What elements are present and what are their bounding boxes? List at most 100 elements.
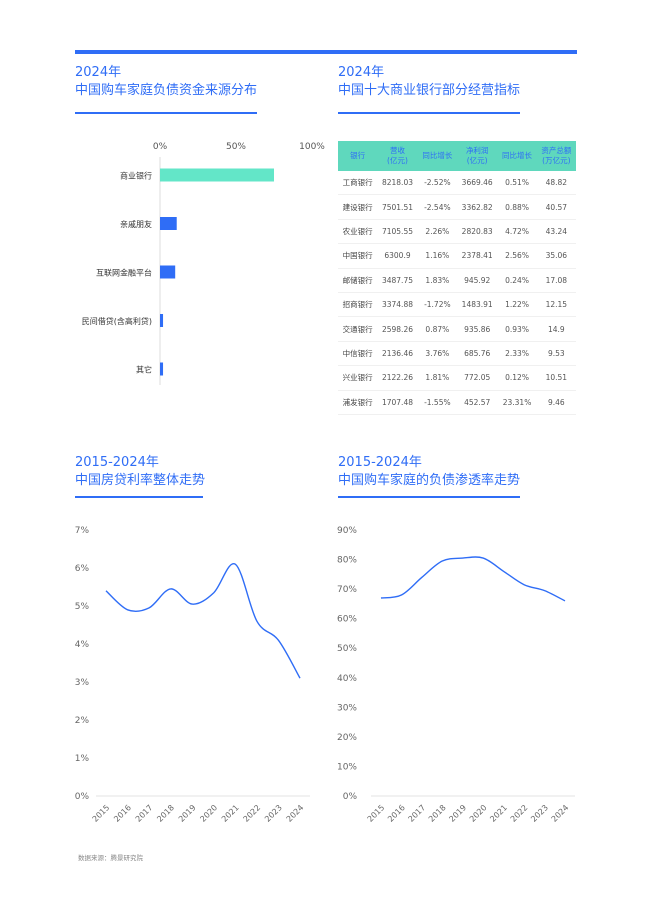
- x-tick-label: 2024: [550, 803, 571, 824]
- bar-x-tick-label: 0%: [153, 142, 168, 152]
- funding-title-underline: [75, 112, 257, 114]
- table-cell: 40.57: [536, 194, 576, 220]
- y-tick-label: 0%: [343, 792, 358, 802]
- rate-title: 中国房贷利率整体走势: [75, 473, 206, 488]
- top-accent-bar: [75, 50, 577, 54]
- table-cell: 建设银行: [338, 194, 378, 220]
- table-cell: 3374.88: [377, 292, 418, 318]
- y-tick-label: 50%: [337, 644, 357, 654]
- table-cell: 772.05: [456, 365, 498, 391]
- y-tick-label: 3%: [75, 678, 90, 688]
- table-cell: 8218.03: [377, 171, 418, 196]
- table-header-cell: 同比增长: [497, 141, 537, 171]
- x-tick-label: 2019: [447, 803, 468, 824]
- table-header-cell: 银行: [338, 141, 378, 171]
- table-cell: 35.06: [536, 243, 576, 269]
- data-source-note: 数据来源：腾景研究院: [78, 854, 143, 862]
- y-tick-label: 1%: [75, 754, 90, 764]
- table-cell: 48.82: [536, 171, 576, 196]
- table-cell: 935.86: [456, 316, 498, 342]
- bar-2: [160, 217, 177, 230]
- x-tick-label: 2020: [468, 803, 489, 824]
- bar-x-tick-label: 100%: [299, 142, 325, 152]
- table-cell: 2122.26: [377, 365, 418, 391]
- bank-indicators-table: 银行 营收 (亿元) 同比增长 净利润 (亿元) 同比增长 资产总额 (万亿元) 工商银行 821…: [338, 141, 576, 415]
- bar-category-label: 民间借贷(含高利贷): [82, 316, 152, 326]
- bar-3: [160, 265, 176, 279]
- table-row: 邮储银行 3487.75 1.83% 945.92 0.24% 17.08: [338, 268, 576, 293]
- table-cell: 6300.9: [377, 243, 418, 269]
- table-cell: 10.51: [536, 365, 576, 391]
- x-tick-label: 2023: [529, 803, 550, 824]
- table-cell: 2378.41: [456, 243, 498, 269]
- table-cell: 12.15: [536, 292, 576, 318]
- table-row: 中国银行 6300.9 1.16% 2378.41 2.56% 35.06: [338, 243, 576, 269]
- table-header-cell: 营收 (亿元): [377, 141, 418, 171]
- table-cell: 工商银行: [338, 171, 378, 196]
- x-tick-label: 2022: [509, 803, 530, 824]
- y-tick-label: 6%: [75, 564, 90, 574]
- debt-title-block: 2015-2024年 中国购车家庭的负债渗透率走势: [338, 454, 520, 490]
- y-tick-label: 20%: [337, 733, 357, 743]
- debt-title-underline: [338, 496, 520, 498]
- table-cell: 1483.91: [456, 292, 498, 318]
- table-cell: 3669.46: [456, 171, 498, 196]
- table-cell: 4.72%: [497, 219, 537, 245]
- table-cell: 2820.83: [456, 219, 498, 245]
- table-cell: 452.57: [456, 390, 498, 415]
- bar-category-label: 互联网金融平台: [96, 268, 152, 278]
- x-tick-label: 2016: [386, 803, 407, 824]
- table-cell: 23.31%: [497, 390, 537, 415]
- series-line: [380, 556, 566, 602]
- table-row: 交通银行 2598.26 0.87% 935.86 0.93% 14.9: [338, 316, 576, 342]
- table-cell: 9.46: [536, 390, 576, 415]
- table-cell: 0.24%: [497, 268, 537, 293]
- y-tick-label: 5%: [75, 602, 90, 612]
- table-cell: 中国银行: [338, 243, 378, 269]
- banks-title-block: 2024年 中国十大商业银行部分经营指标: [338, 64, 520, 100]
- table-cell: 14.9: [536, 316, 576, 342]
- table-cell: -2.54%: [417, 194, 457, 220]
- table-cell: 0.87%: [417, 316, 457, 342]
- table-row: 中信银行 2136.46 3.76% 685.76 2.33% 9.53: [338, 341, 576, 367]
- table-cell: 0.51%: [497, 171, 537, 196]
- y-tick-label: 80%: [337, 556, 357, 566]
- table-cell: -1.55%: [417, 390, 457, 415]
- bar-category-label: 商业银行: [120, 171, 152, 181]
- table-cell: 1.81%: [417, 365, 457, 391]
- bar-4: [160, 314, 164, 327]
- rate-year: 2015-2024年: [75, 455, 159, 470]
- rate-title-underline: [75, 496, 203, 498]
- y-tick-label: 90%: [337, 526, 357, 536]
- table-cell: -2.52%: [417, 171, 457, 196]
- table-cell: 兴业银行: [338, 365, 378, 391]
- table-cell: 交通银行: [338, 316, 378, 342]
- y-tick-label: 2%: [75, 716, 90, 726]
- table-cell: 浦发银行: [338, 390, 378, 415]
- x-tick-label: 2015: [366, 803, 387, 824]
- table-cell: 中信银行: [338, 341, 378, 367]
- series-line: [105, 563, 301, 679]
- table-header-cell: 净利润 (亿元): [456, 141, 498, 171]
- table-header-row: 银行 营收 (亿元) 同比增长 净利润 (亿元) 同比增长 资产总额 (万亿元): [338, 141, 576, 171]
- table-cell: 招商银行: [338, 292, 378, 318]
- debt-title: 中国购车家庭的负债渗透率走势: [338, 473, 521, 488]
- y-tick-label: 30%: [337, 703, 357, 713]
- bar-1: [160, 168, 274, 182]
- table-cell: 0.93%: [497, 316, 537, 342]
- table-cell: 1.83%: [417, 268, 457, 293]
- bar-5: [160, 362, 164, 376]
- table-row: 招商银行 3374.88 -1.72% 1483.91 1.22% 12.15: [338, 292, 576, 318]
- bar-category-label: 亲戚朋友: [120, 219, 152, 229]
- y-tick-label: 0%: [75, 792, 90, 802]
- table-cell: 邮储银行: [338, 268, 378, 293]
- table-cell: 7501.51: [377, 194, 418, 220]
- y-tick-label: 40%: [337, 674, 357, 684]
- bar-x-tick-label: 50%: [226, 142, 246, 152]
- table-cell: 2136.46: [377, 341, 418, 367]
- table-cell: 7105.55: [377, 219, 418, 245]
- banks-year: 2024年: [338, 65, 385, 80]
